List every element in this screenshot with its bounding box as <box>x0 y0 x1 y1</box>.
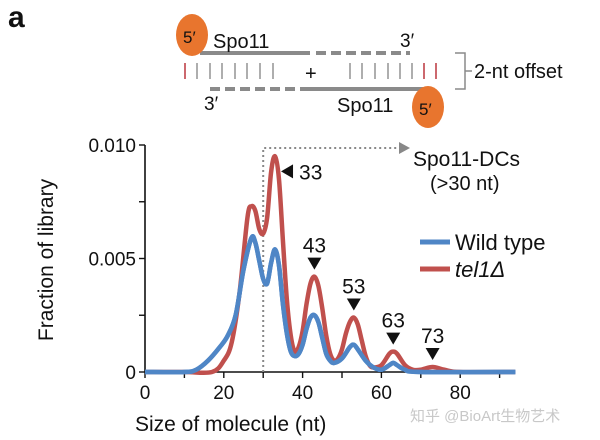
top-protein-label: Spo11 <box>213 31 269 53</box>
legend-label: tel1Δ <box>455 257 505 282</box>
top-five-prime: 5′ <box>183 28 196 47</box>
y-tick-label: 0.005 <box>88 250 136 271</box>
offset-bracket <box>455 52 472 90</box>
threshold-line <box>262 147 400 372</box>
bottom-five-prime: 5′ <box>419 100 432 119</box>
bottom-three-prime: 3′ <box>204 94 219 115</box>
arrow-head-icon <box>399 142 410 154</box>
offset-label: 2-nt offset <box>474 61 563 83</box>
peak-labels: 33 43 53 63 73 <box>281 161 444 361</box>
watermark: 知乎 @BioArt生物艺术 <box>410 408 560 425</box>
peak-arrow-icon <box>425 348 440 361</box>
x-tick-label: 60 <box>371 383 392 404</box>
threshold-marker: Spo11-DCs (>30 nt) <box>262 142 520 372</box>
x-tick-label: 40 <box>292 383 313 404</box>
panel-label: a <box>8 1 25 34</box>
peak-arrow-icon <box>307 257 322 270</box>
spo11-bottom-icon <box>412 86 444 128</box>
base-ticks <box>184 63 437 79</box>
peak-label: 53 <box>342 276 365 299</box>
peak-arrow-icon <box>386 332 401 345</box>
peak-label: 33 <box>299 161 322 184</box>
peak-label: 73 <box>421 325 444 348</box>
threshold-label-line1: Spo11-DCs <box>413 148 520 171</box>
plus-sign: + <box>305 63 317 85</box>
threshold-label-line2: (>30 nt) <box>430 173 499 195</box>
y-tick-label: 0 <box>125 363 136 384</box>
bottom-protein-label: Spo11 <box>337 95 393 117</box>
spo11-top-icon <box>176 14 208 56</box>
series-line-wild-type-overlay <box>144 234 516 375</box>
y-axis-label: Fraction of library <box>35 178 58 341</box>
x-tick-label: 20 <box>213 383 234 404</box>
peak-arrow-icon <box>346 298 361 311</box>
x-tick-label: 0 <box>140 383 151 404</box>
peak-label: 63 <box>382 310 405 333</box>
top-three-prime: 3′ <box>400 31 415 52</box>
peak-arrow-icon <box>281 164 294 179</box>
dsb-schematic: + 5′ Spo11 3′ 5′ Spo11 3′ 2-nt offset <box>176 14 563 128</box>
series-line-tel1 <box>145 154 516 376</box>
y-tick-label: 0.010 <box>88 136 136 157</box>
x-tick-label: 80 <box>450 383 471 404</box>
series-lines <box>144 154 516 376</box>
peak-label: 43 <box>303 235 326 258</box>
legend-label: Wild type <box>455 230 545 255</box>
x-axis-label: Size of molecule (nt) <box>135 413 326 436</box>
